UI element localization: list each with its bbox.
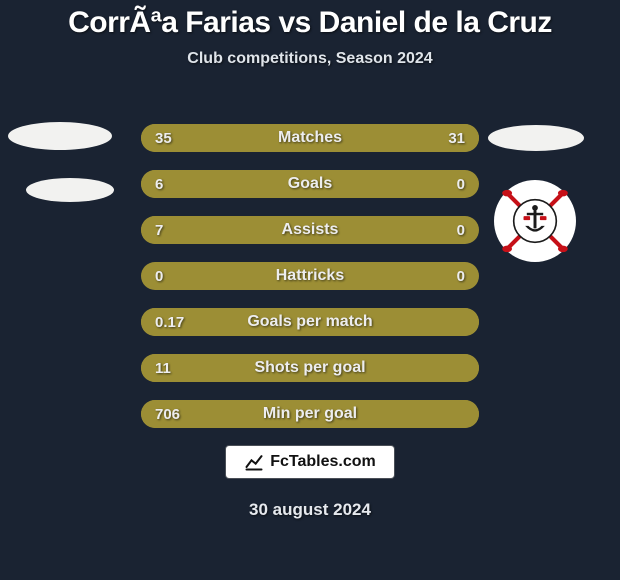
stat-bar-fill-left xyxy=(141,170,411,198)
stat-bar-row: Matches3531 xyxy=(141,124,479,152)
stat-bar-row: Shots per goal11 xyxy=(141,354,479,382)
stat-bar-row: Hattricks0 0 xyxy=(141,262,479,290)
stat-bar-value-right: 0 xyxy=(457,262,465,290)
stat-bar-label: Hattricks xyxy=(141,262,479,290)
stat-bar-value-right: 0 xyxy=(457,216,465,244)
stat-bar-fill-left xyxy=(141,354,479,382)
page-subtitle: Club competitions, Season 2024 xyxy=(0,50,620,68)
chart-icon xyxy=(244,452,264,472)
date-label: 30 august 2024 xyxy=(0,500,620,520)
player-placeholder-oval xyxy=(26,178,114,202)
watermark: FcTables.com xyxy=(225,445,395,479)
stat-bar-fill-left xyxy=(141,400,479,428)
stat-bar-row: Goals60 xyxy=(141,170,479,198)
stat-bar-fill-left xyxy=(141,216,401,244)
player-placeholder-oval xyxy=(488,125,584,151)
stat-bar-row: Goals per match0.17 xyxy=(141,308,479,336)
stat-bars: Matches3531Goals60Assists70Hattricks00Go… xyxy=(141,124,479,446)
stat-bar-row: Min per goal706 xyxy=(141,400,479,428)
stat-bar-fill-left xyxy=(141,124,320,152)
watermark-text: FcTables.com xyxy=(270,453,376,471)
player-placeholder-oval xyxy=(8,122,112,150)
stat-bar-value-left: 0 xyxy=(155,262,163,290)
comparison-infographic: CorrÃªa Farias vs Daniel de la Cruz Club… xyxy=(0,0,620,580)
stat-bar-fill-left xyxy=(141,308,479,336)
stat-bar-fill-right xyxy=(320,124,479,152)
stat-bar-row: Assists70 xyxy=(141,216,479,244)
page-title: CorrÃªa Farias vs Daniel de la Cruz xyxy=(0,0,620,40)
club-badge xyxy=(494,180,576,262)
stat-bar-value-right: 0 xyxy=(457,170,465,198)
club-badge-emblem xyxy=(494,180,576,262)
